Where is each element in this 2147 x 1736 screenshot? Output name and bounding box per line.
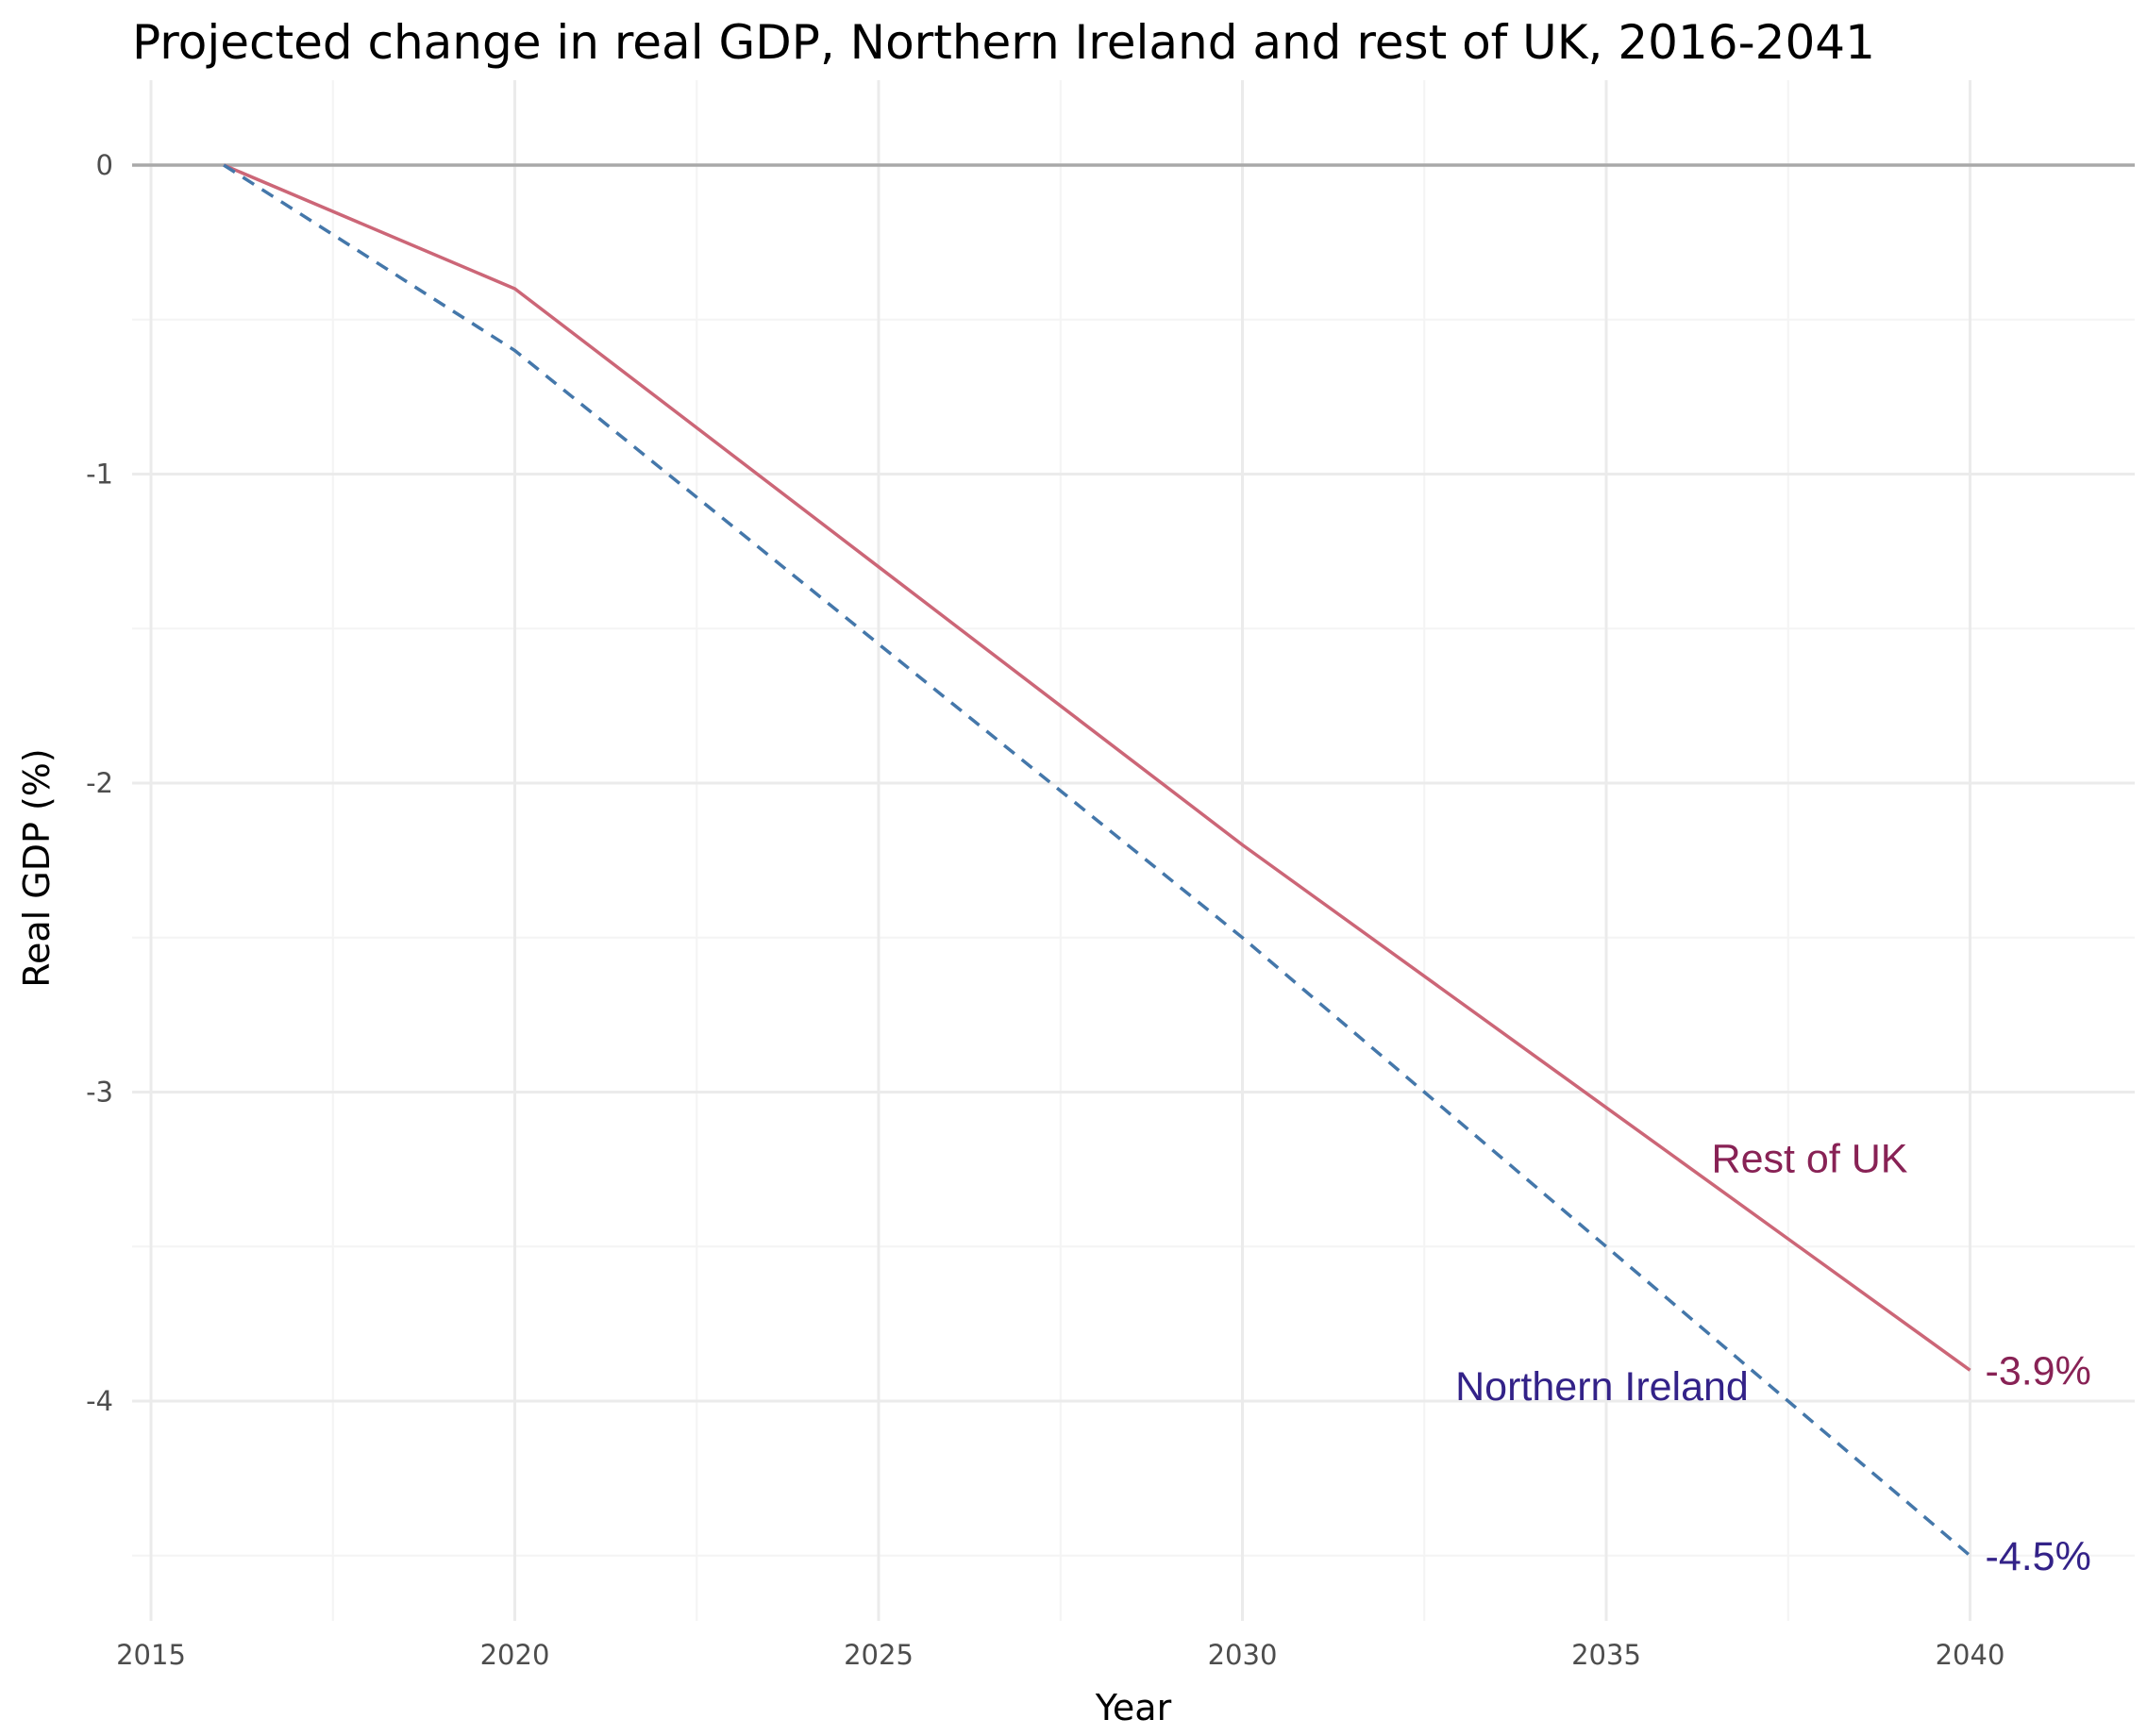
series-layer: [223, 163, 1971, 1558]
y-tick-label: -3: [86, 1077, 113, 1109]
y-tick-label: -2: [86, 767, 113, 799]
series-line-northern-ireland: [223, 163, 1971, 1558]
x-axis-title: Year: [1095, 1687, 1172, 1728]
series-end-label-rest-of-uk: -3.9%: [1986, 1348, 2091, 1394]
chart-title: Projected change in real GDP, Northern I…: [132, 15, 1875, 70]
series-end-label-northern-ireland: -4.5%: [1986, 1534, 2091, 1579]
series-name-label-northern-ireland: Northern Ireland: [1455, 1364, 1749, 1410]
series-labels: Rest of UK -3.9% Northern Ireland -4.5%: [1455, 1136, 2091, 1579]
x-tick-label: 2025: [844, 1639, 914, 1671]
axis-ticks: 2015 2020 2025 2030 2035 2040 0 -1 -2 -3 -4: [86, 149, 2004, 1671]
x-tick-label: 2040: [1936, 1639, 2005, 1671]
y-tick-label: 0: [96, 149, 113, 181]
x-tick-label: 2020: [480, 1639, 550, 1671]
x-tick-label: 2035: [1571, 1639, 1641, 1671]
y-tick-label: -4: [86, 1385, 113, 1417]
x-tick-label: 2015: [116, 1639, 186, 1671]
y-tick-label: -1: [86, 459, 113, 491]
series-name-label-rest-of-uk: Rest of UK: [1712, 1136, 1908, 1181]
series-line-rest-of-uk: [223, 163, 1971, 1372]
y-axis-title: Real GDP (%): [16, 748, 58, 987]
x-tick-label: 2030: [1208, 1639, 1278, 1671]
